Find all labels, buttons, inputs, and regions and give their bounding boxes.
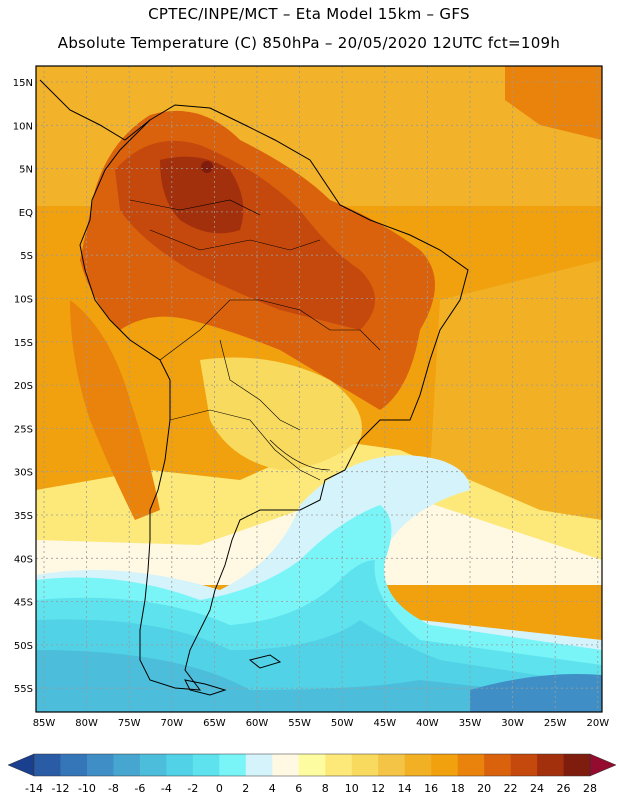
falklands-outline xyxy=(248,654,282,669)
colorbar-left-arrow-shape xyxy=(7,753,35,777)
colorbar-frame xyxy=(33,753,591,777)
field-blue-se xyxy=(470,674,602,712)
central-america-outline xyxy=(39,79,151,141)
lon-label: 40W xyxy=(416,718,439,729)
colorbar-label: -8 xyxy=(108,782,119,795)
colorbar-swatch xyxy=(166,754,194,776)
colorbar-label: 0 xyxy=(216,782,223,795)
lon-label: 35W xyxy=(459,718,482,729)
map-frame xyxy=(35,65,603,713)
field-east-band xyxy=(430,260,602,540)
colorbar-swatch xyxy=(245,754,273,776)
lat-label: 20S xyxy=(14,381,33,392)
field-peak xyxy=(201,161,213,173)
colorbar-label: 22 xyxy=(504,782,518,795)
lat-label: 5N xyxy=(19,165,33,176)
colorbar-label: 18 xyxy=(451,782,465,795)
colorbar-swatch xyxy=(192,754,220,776)
lat-label: 55S xyxy=(14,684,33,695)
colorbar-swatch xyxy=(34,754,61,776)
colorbar-label: -6 xyxy=(134,782,145,795)
colorbar-swatch xyxy=(325,754,353,776)
lon-label: 80W xyxy=(75,718,98,729)
colorbar-label: 6 xyxy=(295,782,302,795)
colorbar-swatch xyxy=(139,754,167,776)
lon-label: 50W xyxy=(331,718,354,729)
colorbar-swatch xyxy=(404,754,432,776)
lat-label: 25S xyxy=(14,424,33,435)
colorbar-label: 12 xyxy=(371,782,385,795)
colorbar-label: -10 xyxy=(78,782,96,795)
colorbar-label: 4 xyxy=(269,782,276,795)
coastline xyxy=(39,79,469,696)
lat-label: EQ xyxy=(19,208,33,219)
colorbar-labels: -14 -12 -10 -8 -6 -4 -2 0 2 4 6 8 10 12 14 16 18 20 22 24 26… xyxy=(25,782,597,795)
lon-label: 65W xyxy=(203,718,226,729)
temperature-field xyxy=(36,66,602,712)
lon-label: 75W xyxy=(118,718,141,729)
field-ne-warm xyxy=(505,66,602,140)
lat-label: 40S xyxy=(14,554,33,565)
colorbar-label: 26 xyxy=(557,782,571,795)
lat-label: 15N xyxy=(13,78,33,89)
field-cyan-4 xyxy=(36,650,602,712)
colorbar-swatch xyxy=(219,754,247,776)
colorbar-swatch xyxy=(86,754,114,776)
lon-label: 70W xyxy=(160,718,183,729)
colorbar-label: 8 xyxy=(322,782,329,795)
colorbar-label: -12 xyxy=(51,782,69,795)
lon-label: 55W xyxy=(288,718,311,729)
lat-label: 15S xyxy=(14,338,33,349)
lat-label: 10S xyxy=(14,295,33,306)
borders xyxy=(129,199,381,481)
colorbar-right-arrow xyxy=(589,753,617,777)
graticule xyxy=(36,66,602,712)
lat-label: 30S xyxy=(14,468,33,479)
lat-label: 5S xyxy=(20,251,33,262)
colorbar-label: -4 xyxy=(161,782,172,795)
lon-label: 25W xyxy=(544,718,567,729)
colorbar-label: -14 xyxy=(25,782,43,795)
colorbar-label: 28 xyxy=(583,782,597,795)
longitude-labels: 85W 80W 75W 70W 65W 60W 55W 50W 45W 40W 35W 30W 25W 2… xyxy=(33,718,610,729)
colorbar-label: 20 xyxy=(477,782,491,795)
field-south-brazil xyxy=(200,357,362,470)
lon-label: 20W xyxy=(586,718,609,729)
colorbar-swatch xyxy=(457,754,485,776)
lat-label: 50S xyxy=(14,641,33,652)
colorbar-label: 2 xyxy=(242,782,249,795)
colorbar-swatch xyxy=(378,754,405,776)
colorbar-label: 16 xyxy=(424,782,438,795)
colorbar-swatch xyxy=(351,754,379,776)
lon-label: 85W xyxy=(33,718,56,729)
latitude-labels: 15N 10N 5N EQ 5S 10S 15S 20S 25S 30S 35S 40S 45S 50S 5… xyxy=(13,78,33,695)
colorbar-swatch xyxy=(537,754,564,776)
colorbar-swatch xyxy=(298,754,326,776)
lat-label: 10N xyxy=(13,121,33,132)
colorbar-swatch xyxy=(510,754,538,776)
lat-label: 35S xyxy=(14,511,33,522)
lon-label: 45W xyxy=(373,718,396,729)
title-line-2: Absolute Temperature (C) 850hPa – 20/05/… xyxy=(57,34,561,52)
title-line-1: CPTEC/INPE/MCT – Eta Model 15km – GFS xyxy=(148,5,470,23)
colorbar-label: 10 xyxy=(345,782,359,795)
colorbar-swatch xyxy=(431,754,458,776)
colorbar-label: 14 xyxy=(398,782,412,795)
field-hottest xyxy=(160,156,244,234)
colorbar-swatch xyxy=(484,754,511,776)
colorbar-swatch xyxy=(60,754,88,776)
colorbar-swatch xyxy=(113,754,141,776)
south-america-outline xyxy=(79,104,469,691)
lon-label: 30W xyxy=(501,718,524,729)
colorbar-swatch xyxy=(272,754,300,776)
tierra-del-fuego-outline xyxy=(184,679,227,696)
lat-label: 45S xyxy=(14,598,33,609)
field-coast-warm xyxy=(70,300,160,520)
colorbar xyxy=(7,753,617,777)
lon-label: 60W xyxy=(246,718,269,729)
colorbar-label: 24 xyxy=(530,782,544,795)
colorbar-swatch xyxy=(563,754,591,776)
colorbar-label: -2 xyxy=(187,782,198,795)
